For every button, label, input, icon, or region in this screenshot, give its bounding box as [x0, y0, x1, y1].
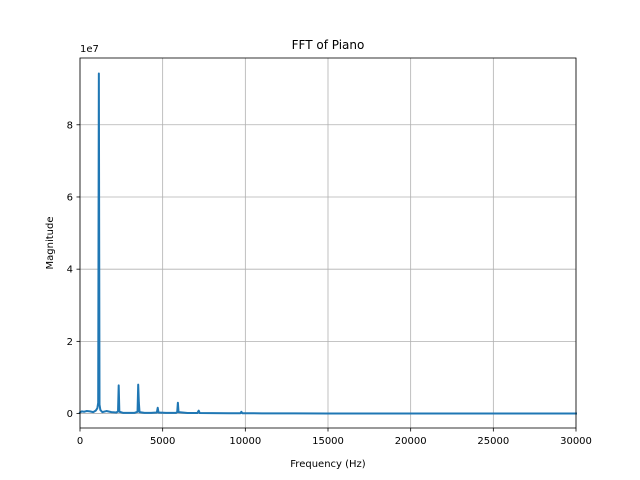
- y-tick-label: 2: [67, 337, 73, 348]
- x-tick-label: 30000: [560, 436, 592, 447]
- x-tick-label: 20000: [395, 436, 427, 447]
- chart-title: FFT of Piano: [292, 38, 365, 52]
- y-tick-label: 0: [67, 409, 73, 420]
- x-tick-label: 5000: [150, 436, 175, 447]
- fft-magnitude-line: [78, 72, 578, 415]
- x-tick-label: 10000: [229, 436, 261, 447]
- y-tick-label: 4: [67, 265, 73, 276]
- x-tick-label: 0: [77, 436, 83, 447]
- x-tick-label: 25000: [477, 436, 509, 447]
- y-tick-label: 8: [67, 120, 73, 131]
- y-scale-offset-label: 1e7: [80, 44, 99, 55]
- y-tick-label: 6: [67, 192, 73, 203]
- tick-layer: 0 5000 10000 15000 20000 25000 30000 0 2 4 6 8: [67, 120, 592, 447]
- x-tick-label: 15000: [312, 436, 344, 447]
- x-axis-label: Frequency (Hz): [290, 459, 366, 470]
- series-layer: [78, 72, 578, 415]
- y-axis-label: Magnitude: [45, 217, 56, 270]
